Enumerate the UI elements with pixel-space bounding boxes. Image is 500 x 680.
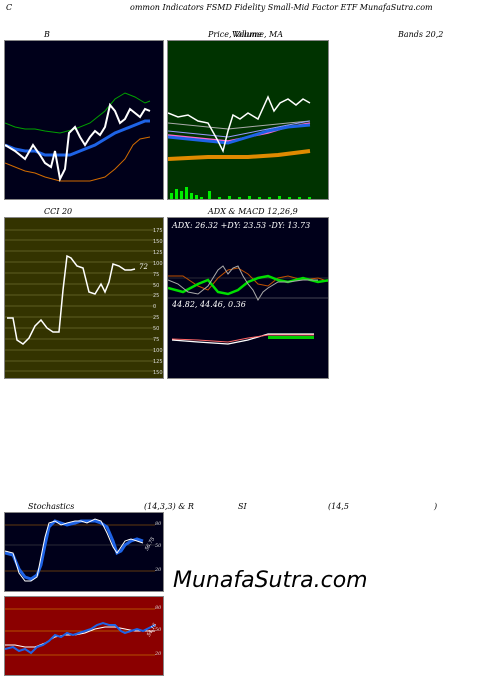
cci-tick: 50 [153,282,160,289]
cci-tick: 75 [153,337,160,344]
cci-tick: 25 [153,315,160,322]
stoch-params: (14,3,3) & R [144,502,194,511]
rsi-params: (14,5 [328,502,349,511]
price-chart [168,95,311,199]
price-volume-ma-label: Price, Volume, MA [208,30,284,39]
brand-watermark: MunafaSutra.com [173,568,368,593]
cci-ticks: 175 150 125 100 75 50 25 0 25 50 75 100 … [153,226,163,378]
macd-values: 44.82, 44.46, 0.36 [172,300,246,309]
adx-chart [168,265,328,302]
stoch-tick-80: 80 [155,521,162,527]
adx-values: ADX: 26.32 +DY: 23.53 -DY: 13.73 [172,221,311,230]
cci-tick: 100 [153,260,163,267]
stoch-label: Stochastics [28,502,75,511]
stochastics-panel: 80 50 20 56.75 [4,512,164,592]
rsi-panel: 80 50 20 54.16 [4,596,164,676]
cci-tick: 125 [153,358,163,365]
cci-tick: 125 [153,249,163,256]
bollinger-label: B [44,30,50,39]
macd-chart [171,333,314,345]
cci-panel: 72 175 150 125 100 75 50 25 0 25 50 75 1… [4,217,164,379]
page-title: ommon Indicators FSMD Fidelity Small-Mid… [130,3,433,12]
cci-value: 72 [139,263,148,271]
cci-tick: 25 [153,293,160,300]
cci-tick: 0 [153,304,157,311]
cci-tick: 150 [153,369,163,376]
cci-tick: 75 [153,271,160,278]
cci-chart [5,229,155,372]
cci-tick: 150 [153,238,163,245]
rsi-chart [5,608,156,656]
rsi-tick-80: 80 [155,605,162,611]
stochastics-chart [5,518,155,582]
volume-overlap-label: Volume [232,30,262,39]
cci-label: CCI 20 [44,207,73,216]
rsi-label: SI [238,502,247,511]
rsi-tick-50: 50 [155,627,162,633]
rsi-tick-20: 20 [155,651,162,657]
bollinger-panel [4,40,164,200]
cci-tick: 50 [153,326,160,333]
stoch-tick-20: 20 [155,567,162,573]
cci-tick: 100 [153,347,163,354]
adx-macd-panel: ADX: 26.32 +DY: 23.53 -DY: 13.73 44.82, … [167,217,329,379]
bollinger-chart [5,92,151,183]
stoch-tick-50: 50 [155,543,162,549]
header-left: C [6,3,13,12]
adx-macd-label: ADX & MACD 12,26,9 [208,207,298,216]
cci-tick: 175 [153,228,163,234]
bands-label: Bands 20,2 [398,30,444,39]
price-volume-panel [167,40,329,200]
rsi-close: ) [434,502,438,511]
